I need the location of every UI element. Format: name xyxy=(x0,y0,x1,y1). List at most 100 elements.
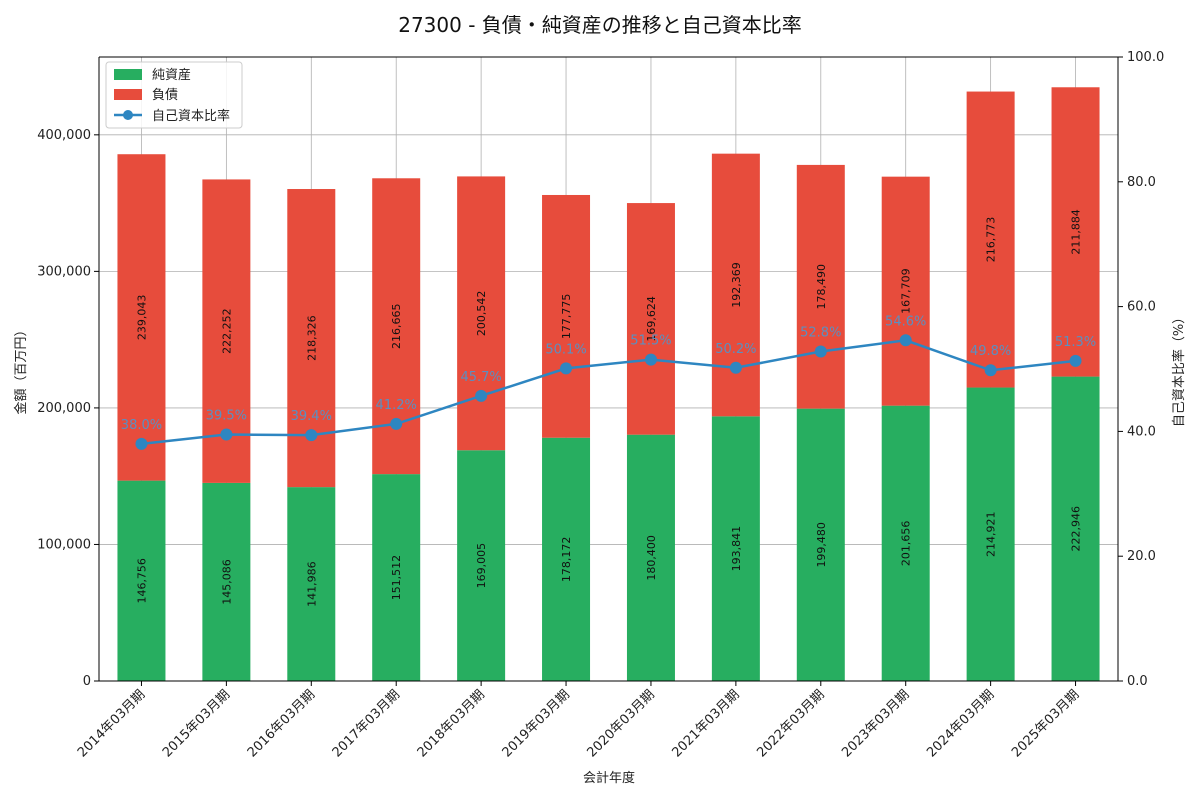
bars xyxy=(117,87,1100,681)
ratio-point xyxy=(644,353,657,366)
x-axis-label: 会計年度 xyxy=(583,770,635,786)
y-tick-label: 300,000 xyxy=(37,264,91,279)
bar-label-net-assets: 201,656 xyxy=(900,521,913,567)
ratio-label: 39.5% xyxy=(206,409,247,424)
legend-label-net-assets: 純資産 xyxy=(152,67,191,83)
bar-liabilities xyxy=(542,194,591,438)
bar-label-liabilities: 177,775 xyxy=(560,294,573,340)
bar-net-assets xyxy=(796,408,845,681)
legend-swatch-liabilities xyxy=(114,89,142,100)
bar-label-liabilities: 169,624 xyxy=(645,296,658,342)
bar-label-net-assets: 222,946 xyxy=(1070,506,1083,552)
bar-label-liabilities: 200,542 xyxy=(475,291,488,337)
bar-label-liabilities: 216,665 xyxy=(390,303,403,349)
bar-net-assets xyxy=(202,482,251,681)
ratio-point xyxy=(220,428,233,441)
ratio-point xyxy=(390,417,403,430)
legend-label-ratio: 自己資本比率 xyxy=(152,108,230,124)
y-tick-label: 400,000 xyxy=(37,128,91,143)
ratio-line: 38.0% 39.5% 39.4% 41.2% 45.7% 50.1% 51.5% 50.2%… xyxy=(121,314,1096,450)
ratio-point xyxy=(305,429,318,442)
ratio-point xyxy=(814,345,827,358)
bar-label-net-assets: 141,986 xyxy=(305,561,318,607)
bar-label-net-assets: 180,400 xyxy=(645,535,658,581)
x-tick-label: 2014年03月期 xyxy=(75,687,148,760)
ratio-label: 54.6% xyxy=(885,314,926,329)
bar-liabilities xyxy=(117,154,166,481)
bar-label-net-assets: 145,086 xyxy=(220,559,233,605)
bar-liabilities xyxy=(626,203,675,435)
y-tick-label: 100,000 xyxy=(37,537,91,552)
x-tick-label: 2019年03月期 xyxy=(500,687,573,760)
y2-tick-label: 80.0 xyxy=(1127,175,1156,190)
ratio-label: 49.8% xyxy=(970,344,1011,359)
chart-title: 27300 - 負債・純資産の推移と自己資本比率 xyxy=(398,13,802,37)
legend-marker-ratio xyxy=(123,110,133,120)
bar-liabilities xyxy=(881,176,930,406)
bar-net-assets xyxy=(966,387,1015,681)
bar-net-assets xyxy=(287,487,336,681)
x-tick-label: 2024年03月期 xyxy=(924,687,997,760)
x-tick-label: 2025年03月期 xyxy=(1009,687,1082,760)
bar-label-net-assets: 169,005 xyxy=(475,543,488,589)
ratio-label: 45.7% xyxy=(460,370,501,385)
bar-label-net-assets: 178,172 xyxy=(560,537,573,583)
bar-net-assets xyxy=(542,437,591,681)
y-axis-label: 金額（百万円） xyxy=(13,323,29,414)
bar-net-assets xyxy=(372,474,421,681)
ratio-label: 52.8% xyxy=(800,326,841,341)
bar-net-assets xyxy=(881,405,930,681)
bar-net-assets xyxy=(117,480,166,681)
bar-label-liabilities: 211,884 xyxy=(1070,209,1083,255)
bar-label-net-assets: 146,756 xyxy=(135,558,148,604)
grid xyxy=(99,57,1118,682)
bar-label-liabilities: 218,326 xyxy=(305,315,318,361)
bar-label-net-assets: 193,841 xyxy=(730,526,743,572)
bar-label-liabilities: 167,709 xyxy=(900,268,913,314)
bar-label-liabilities: 178,490 xyxy=(815,264,828,310)
bar-liabilities xyxy=(966,91,1015,388)
ratio-label: 41.2% xyxy=(376,398,417,413)
ratio-label: 38.0% xyxy=(121,418,162,433)
ratio-label: 50.1% xyxy=(545,342,586,357)
ratio-point xyxy=(475,389,488,402)
bar-liabilities xyxy=(796,164,845,409)
ratio-point xyxy=(984,364,997,377)
legend-swatch-net-assets xyxy=(114,69,142,80)
bar-liabilities xyxy=(457,176,506,451)
x-tick-label: 2022年03月期 xyxy=(754,687,827,760)
bar-net-assets xyxy=(457,450,506,681)
bar-liabilities xyxy=(1051,87,1100,377)
ratio-label: 50.2% xyxy=(715,342,756,357)
ratio-point xyxy=(729,361,742,374)
ratio-point xyxy=(1069,354,1082,367)
bar-net-assets xyxy=(626,434,675,681)
legend-label-liabilities: 負債 xyxy=(152,88,178,103)
bar-label-net-assets: 199,480 xyxy=(815,522,828,568)
x-tick-label: 2016年03月期 xyxy=(245,687,318,760)
x-tick-label: 2017年03月期 xyxy=(330,687,403,760)
bar-net-assets xyxy=(1051,376,1100,681)
y2-tick-label: 100.0 xyxy=(1127,50,1164,65)
bar-label-liabilities: 192,369 xyxy=(730,262,743,308)
y2-tick-label: 20.0 xyxy=(1127,549,1156,564)
ratio-label: 51.5% xyxy=(630,334,671,349)
x-tick-label: 2023年03月期 xyxy=(839,687,912,760)
x-tick-label: 2021年03月期 xyxy=(669,687,742,760)
bar-label-liabilities: 216,773 xyxy=(985,217,998,263)
x-tick-label: 2018年03月期 xyxy=(415,687,488,760)
ratio-point xyxy=(560,362,573,375)
bar-net-assets xyxy=(711,416,760,681)
bar-label-liabilities: 239,043 xyxy=(135,295,148,341)
y2-tick-label: 0.0 xyxy=(1127,674,1148,689)
ratio-point xyxy=(135,437,148,450)
ratio-label: 51.3% xyxy=(1055,335,1096,350)
y-tick-label: 0 xyxy=(83,674,91,689)
y2-tick-label: 40.0 xyxy=(1127,424,1156,439)
x-tick-label: 2015年03月期 xyxy=(160,687,233,760)
ratio-label: 39.4% xyxy=(291,409,332,424)
bar-label-net-assets: 151,512 xyxy=(390,555,403,601)
y-tick-label: 200,000 xyxy=(37,401,91,416)
